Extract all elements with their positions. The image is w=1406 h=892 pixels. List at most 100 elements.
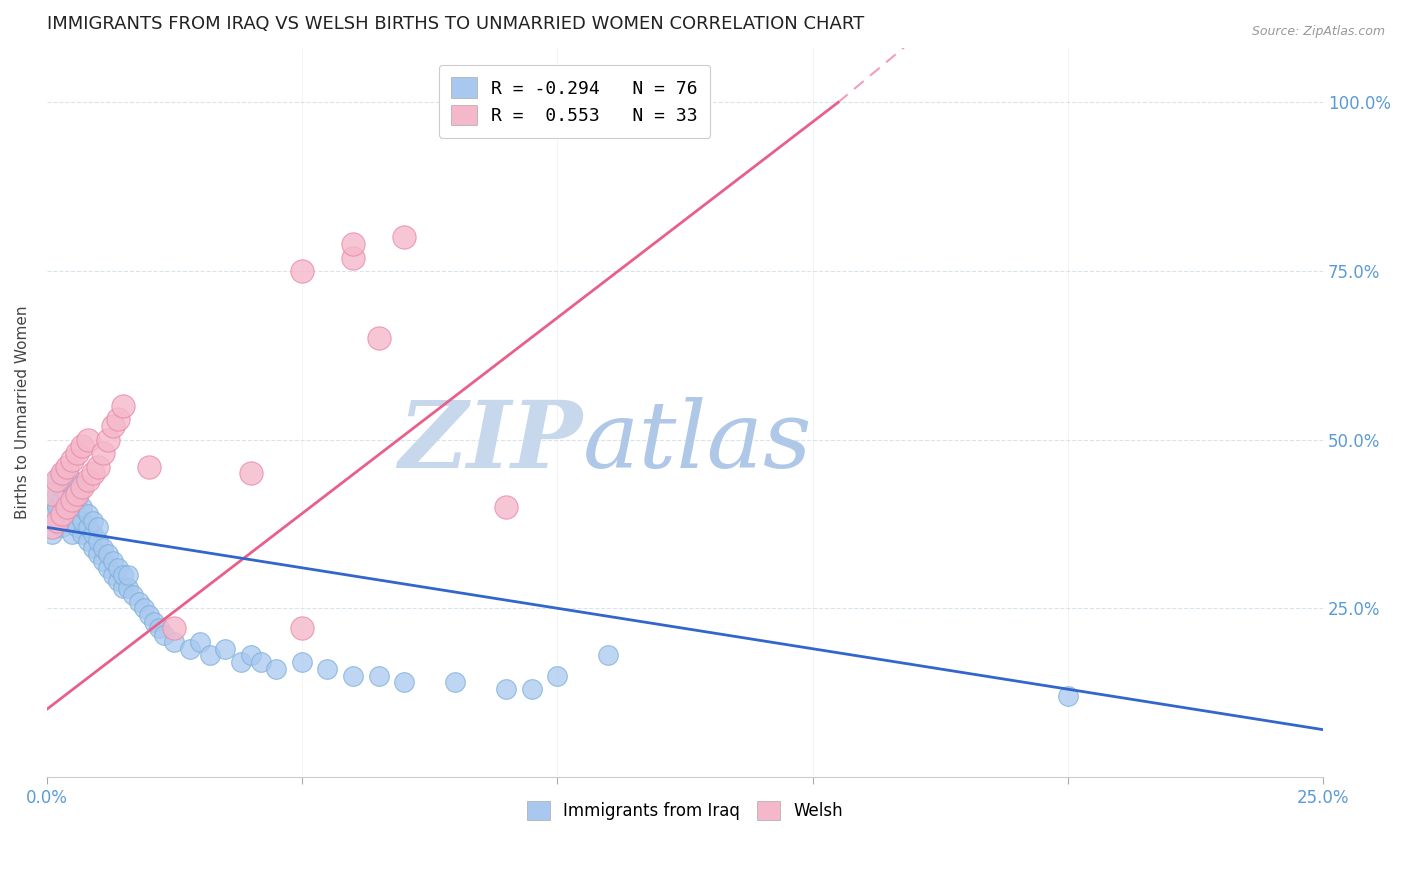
Y-axis label: Births to Unmarried Women: Births to Unmarried Women (15, 306, 30, 519)
Point (72, 527, 94, 541)
Point (128, 594, 150, 608)
Point (239, 467, 262, 481)
Point (60, 514, 83, 528)
Point (117, 581, 139, 595)
Point (112, 567, 135, 582)
Point (60, 500, 83, 514)
Point (153, 628, 176, 642)
Point (107, 574, 129, 589)
Point (97, 547, 120, 561)
Point (41, 486, 63, 500)
Point (41, 527, 63, 541)
Point (66, 493, 89, 508)
Point (97, 561, 120, 575)
Point (51, 467, 73, 481)
Point (142, 615, 165, 629)
Point (41, 520, 63, 534)
Point (45, 473, 67, 487)
Point (82, 527, 104, 541)
Point (179, 641, 201, 656)
Point (91, 554, 114, 568)
Point (107, 412, 129, 426)
Point (72, 439, 94, 453)
Point (316, 662, 339, 676)
Point (163, 622, 186, 636)
Point (520, 682, 543, 697)
Point (66, 520, 89, 534)
Point (51, 520, 73, 534)
Point (495, 500, 517, 514)
Point (66, 486, 89, 500)
Legend: Immigrants from Iraq, Welsh: Immigrants from Iraq, Welsh (520, 794, 849, 827)
Point (392, 230, 415, 244)
Point (51, 507, 73, 521)
Text: atlas: atlas (582, 397, 813, 487)
Point (56, 473, 79, 487)
Point (122, 588, 145, 602)
Point (444, 675, 467, 690)
Point (392, 675, 415, 690)
Point (239, 648, 262, 663)
Point (163, 635, 186, 649)
Point (66, 446, 89, 460)
Point (82, 467, 104, 481)
Text: ZIP: ZIP (398, 397, 582, 487)
Point (56, 459, 79, 474)
Point (72, 480, 94, 494)
Point (45, 514, 67, 528)
Point (60, 453, 83, 467)
Point (41, 493, 63, 508)
Point (112, 581, 135, 595)
Point (76, 473, 98, 487)
Point (56, 500, 79, 514)
Point (250, 655, 273, 669)
Point (72, 480, 94, 494)
Point (1056, 689, 1078, 703)
Point (214, 641, 236, 656)
Point (60, 486, 83, 500)
Point (97, 433, 120, 447)
Point (342, 669, 364, 683)
Point (101, 419, 124, 434)
Point (107, 561, 129, 575)
Point (60, 527, 83, 541)
Point (41, 507, 63, 521)
Point (291, 264, 314, 278)
Point (51, 467, 73, 481)
Point (188, 635, 211, 649)
Point (117, 567, 139, 582)
Point (45, 500, 67, 514)
Point (112, 399, 135, 413)
Point (91, 446, 114, 460)
Point (87, 547, 110, 561)
Point (82, 514, 104, 528)
Point (76, 507, 98, 521)
Point (291, 655, 314, 669)
Point (598, 648, 620, 663)
Point (56, 500, 79, 514)
Point (87, 520, 110, 534)
Point (266, 662, 288, 676)
Point (138, 459, 160, 474)
Point (148, 622, 170, 636)
Point (546, 669, 568, 683)
Point (56, 514, 79, 528)
Point (132, 601, 155, 615)
Point (291, 622, 314, 636)
Point (45, 514, 67, 528)
Point (60, 473, 83, 487)
Point (51, 493, 73, 508)
Point (82, 541, 104, 555)
Point (72, 500, 94, 514)
Text: Source: ZipAtlas.com: Source: ZipAtlas.com (1251, 25, 1385, 38)
Point (87, 459, 110, 474)
Point (72, 514, 94, 528)
Point (56, 486, 79, 500)
Point (76, 520, 98, 534)
Text: IMMIGRANTS FROM IRAQ VS WELSH BIRTHS TO UNMARRIED WOMEN CORRELATION CHART: IMMIGRANTS FROM IRAQ VS WELSH BIRTHS TO … (46, 15, 863, 33)
Point (101, 567, 124, 582)
Point (229, 655, 252, 669)
Point (367, 669, 389, 683)
Point (45, 473, 67, 487)
Point (198, 648, 221, 663)
